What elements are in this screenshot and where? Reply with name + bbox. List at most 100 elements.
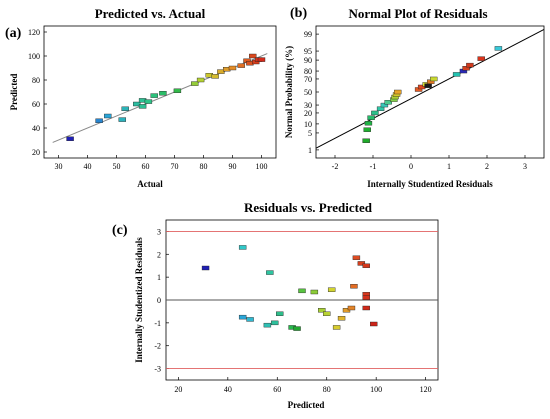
panel-c-point — [357, 261, 366, 266]
panel-c-y-axis-title: Internally Studentized Residuals — [134, 237, 144, 363]
panel-b-point — [466, 62, 474, 68]
panel-a-title: Predicted vs. Actual — [95, 6, 206, 21]
panel-a-y-tick-label: 120 — [28, 28, 40, 37]
panel-a-plot-frame — [43, 25, 277, 159]
panel-b-point — [452, 72, 461, 77]
panel-c-point — [352, 255, 361, 260]
panel-c-point — [332, 325, 341, 330]
panel-a-x-axis-title: Actual — [137, 179, 163, 189]
panel-a-x-tick-label: 90 — [229, 162, 237, 171]
panel-a-point — [118, 117, 127, 122]
panel-c-point — [201, 265, 210, 271]
panel-a-point — [196, 77, 205, 83]
panel-a-point — [144, 99, 153, 104]
panel-a-point — [191, 81, 199, 86]
panel-b-point — [376, 106, 385, 111]
panel-c-point — [337, 316, 346, 321]
panel-b-x-tick-label: -1 — [370, 162, 377, 171]
panel-b-y-tick-label: 30 — [304, 101, 312, 110]
panel-c-point — [276, 311, 284, 316]
panel-a-point — [257, 57, 266, 62]
panel-c-point — [342, 308, 351, 313]
panel-c-x-tick-label: 60 — [273, 385, 281, 394]
panel-c-point — [362, 305, 370, 311]
panel-c-y-tick-label: 2 — [157, 250, 161, 259]
panel-c-y-ticks: -3 -2 -1 0 1 2 3 — [154, 227, 169, 374]
panel-c-point — [298, 288, 306, 294]
panel-c-x-tick-label: 100 — [370, 385, 382, 394]
panel-c-point — [266, 270, 274, 275]
panel-b: (b) Normal Plot of Residuals 15102030507… — [284, 6, 545, 189]
panel-a-x-tick-label: 80 — [200, 162, 208, 171]
panel-a-point — [159, 90, 167, 96]
panel-c-reference-lines — [166, 231, 438, 369]
panel-c-points — [201, 245, 378, 331]
panel-b-y-tick-label: 50 — [304, 88, 312, 97]
panel-a-y-tick-label: 20 — [32, 148, 40, 157]
panel-b-plot-frame — [315, 25, 545, 159]
panel-a-x-tick-label: 60 — [142, 162, 150, 171]
panel-b-y-tick-label: 20 — [304, 109, 312, 118]
panel-c: (c) Residuals vs. Predicted -3 -2 -1 0 1 2 3 2… — [112, 200, 439, 410]
panel-a-y-tick-label: 100 — [28, 52, 40, 61]
panel-c-point — [318, 308, 326, 313]
panel-c-point — [263, 322, 272, 328]
panel-b-point — [394, 89, 402, 95]
panel-b-x-tick-label: 0 — [409, 162, 413, 171]
panel-c-point — [238, 245, 247, 250]
panel-a-point — [211, 74, 219, 79]
panel-b-x-tick-label: 1 — [447, 162, 451, 171]
panel-c-label: (c) — [112, 223, 128, 238]
panel-a-x-tick-label: 30 — [55, 162, 63, 171]
panel-a-point — [173, 88, 182, 94]
panel-b-point — [494, 46, 503, 51]
panel-b-point — [430, 76, 438, 82]
panel-a-point — [249, 53, 257, 59]
panel-b-point — [384, 100, 392, 105]
panel-c-x-tick-label: 40 — [224, 385, 232, 394]
panel-b-y-tick-label: 95 — [304, 47, 312, 56]
panel-b-point — [363, 127, 371, 132]
panel-a-y-tick-label: 60 — [32, 100, 40, 109]
panel-a-point — [104, 113, 112, 119]
panel-c-x-tick-label: 120 — [420, 385, 432, 394]
panel-c-y-tick-label: -2 — [154, 342, 161, 351]
panel-c-x-tick-label: 20 — [174, 385, 182, 394]
panel-a-x-tick-label: 40 — [84, 162, 92, 171]
panel-c-point — [350, 284, 358, 289]
panel-a-point — [237, 63, 245, 68]
panel-c-x-tick-label: 80 — [323, 385, 331, 394]
panel-a-y-axis-title: Predicted — [9, 74, 19, 111]
panel-a-point — [138, 104, 147, 109]
panel-b-point — [462, 66, 470, 71]
panel-c-y-tick-label: 1 — [157, 273, 161, 282]
panel-a-point — [133, 101, 141, 107]
panel-a-point — [150, 93, 158, 98]
panel-b-y-tick-label: 90 — [304, 56, 312, 65]
panel-a-x-ticks: 30 40 50 60 70 80 90 100 — [55, 155, 268, 171]
panel-c-point — [246, 317, 254, 322]
panel-c-y-tick-label: -1 — [154, 319, 161, 328]
panel-b-y-tick-label: 70 — [304, 75, 312, 84]
panel-b-point — [364, 120, 373, 126]
panel-a-y-ticks: 20 40 60 80 100 120 — [28, 28, 47, 157]
panel-a-y-tick-label: 80 — [32, 76, 40, 85]
panel-a-point — [217, 69, 225, 74]
panel-a-points — [66, 53, 266, 142]
panel-b-points — [362, 46, 503, 143]
panel-a-point — [66, 136, 74, 142]
panel-b-point — [367, 115, 375, 120]
panel-b-x-tick-label: 3 — [523, 162, 527, 171]
panel-c-point — [271, 320, 279, 326]
panel-c-y-tick-label: 0 — [157, 296, 161, 305]
panel-c-point — [370, 321, 378, 327]
panel-b-x-ticks: -2 -1 0 1 2 3 — [332, 155, 527, 171]
panel-b-title: Normal Plot of Residuals — [348, 6, 487, 21]
panel-a-y-tick-label: 40 — [32, 124, 40, 133]
panel-b-x-axis-title: Internally Studentized Residuals — [367, 179, 493, 189]
panel-b-reference-line — [315, 29, 545, 149]
panel-b-y-tick-label: 5 — [308, 129, 312, 138]
